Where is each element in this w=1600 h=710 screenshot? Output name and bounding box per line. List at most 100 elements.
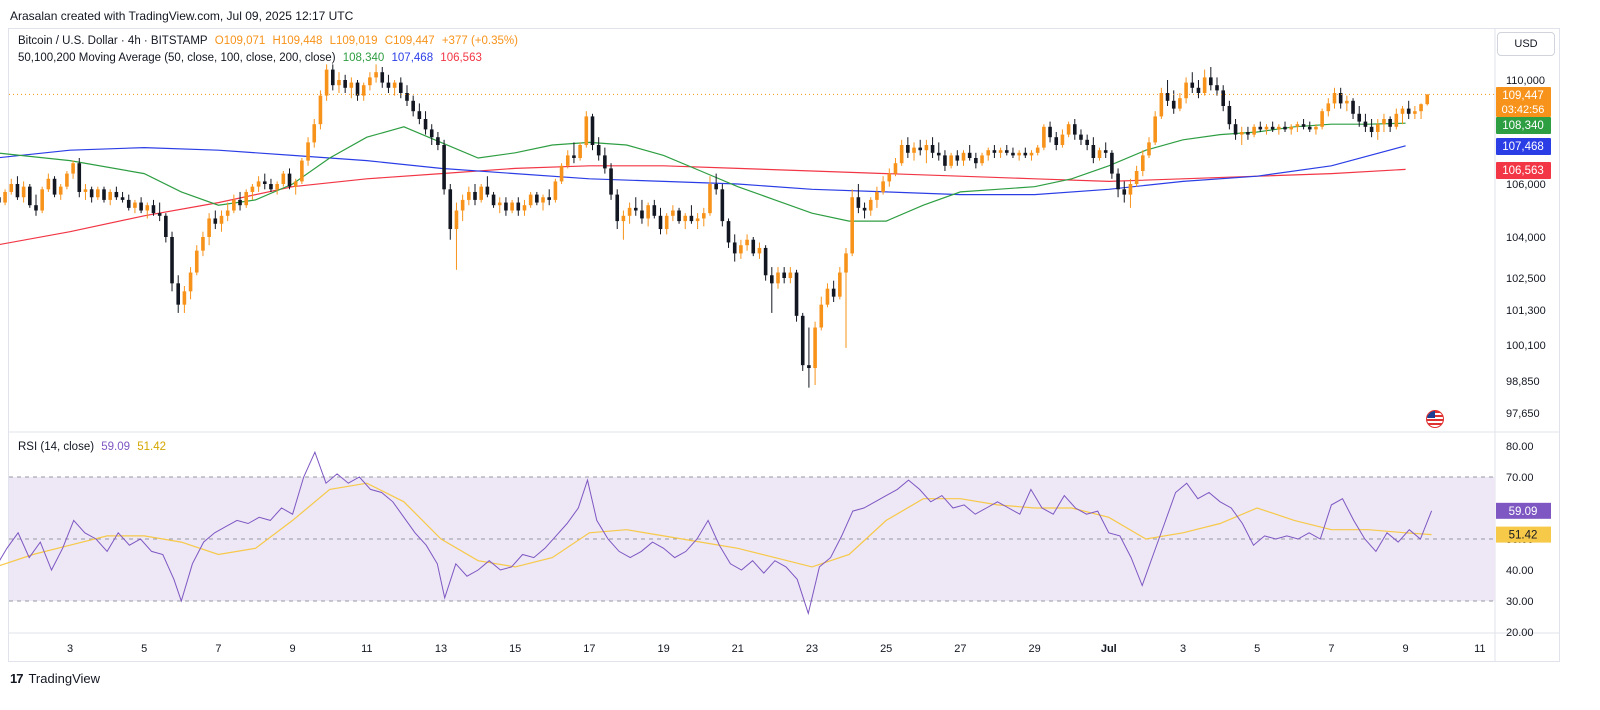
candle-body — [739, 245, 743, 254]
candle-body — [906, 145, 910, 153]
candle-body — [1004, 150, 1009, 153]
currency-button[interactable]: USD — [1497, 32, 1555, 56]
candle-body — [207, 218, 211, 237]
candle-body — [1165, 93, 1170, 101]
candle-body — [269, 184, 273, 190]
rsi-ma-badge-bg — [1496, 526, 1551, 543]
candle-body — [1338, 93, 1343, 104]
time-tick-label: 7 — [1328, 643, 1334, 655]
price-tick-label: 98,850 — [1506, 376, 1540, 388]
candle-body — [875, 191, 879, 200]
candle-body — [1233, 124, 1238, 135]
candle-body — [324, 69, 329, 96]
candle-body — [912, 147, 916, 153]
candle-body — [250, 186, 255, 192]
candle-body — [1406, 108, 1411, 114]
candle-body — [992, 150, 997, 153]
candle-body — [695, 218, 700, 222]
candle-body — [485, 186, 490, 195]
rsi-tick-label: 40.00 — [1506, 565, 1534, 577]
candle-body — [1258, 126, 1263, 130]
candle-body — [405, 93, 409, 101]
candle-body — [473, 191, 477, 200]
candle-body — [1301, 124, 1306, 127]
candle-body — [1227, 106, 1232, 125]
time-tick-label: 29 — [1028, 643, 1040, 655]
candle-body — [114, 191, 119, 198]
candle-body — [201, 237, 205, 251]
symbol-legend: Bitcoin / U.S. Dollar · 4h · BITSTAMP O1… — [18, 35, 522, 47]
candle-body — [658, 215, 663, 230]
ma50-line — [0, 122, 1406, 222]
candle-body — [1400, 108, 1405, 114]
candle-body — [1190, 82, 1195, 88]
price-badges: 109,447 03:42:56 108,340 107,468 106,563 59.0… — [1496, 87, 1551, 543]
candle-body — [293, 181, 298, 187]
candle-body — [40, 189, 44, 211]
tradingview-logo-icon: 17 — [10, 671, 24, 686]
rsi-pane — [0, 450, 1495, 616]
ma200-line — [0, 165, 1406, 246]
candle-body — [980, 155, 984, 164]
candle-body — [287, 173, 292, 187]
candle-body — [794, 272, 799, 316]
candle-body — [355, 82, 360, 96]
candle-body — [52, 178, 57, 195]
candle-body — [300, 160, 304, 182]
candle-body — [559, 165, 564, 182]
ma-legend: 50,100,200 Moving Average (50, close, 10… — [18, 52, 486, 64]
candle-body — [429, 129, 434, 138]
candle-body — [337, 80, 341, 86]
ma50-value: 108,340 — [342, 52, 385, 64]
candle-body — [1097, 150, 1102, 158]
time-tick-label: 13 — [435, 643, 447, 655]
candle-body — [831, 288, 836, 297]
candle-body — [949, 155, 953, 166]
price-tick-label: 101,300 — [1506, 305, 1546, 317]
ma50-badge-bg — [1496, 117, 1551, 134]
candle-body — [535, 194, 539, 203]
candle-body — [232, 199, 236, 211]
rsi-legend: RSI (14, close) 59.09 51.42 — [18, 441, 170, 453]
candle-body — [448, 189, 453, 230]
candle-body — [262, 181, 267, 184]
candle-body — [1196, 87, 1201, 93]
time-tick-label: 19 — [657, 643, 669, 655]
candle-body — [1239, 132, 1244, 135]
time-tick-label: 5 — [1254, 643, 1260, 655]
candle-body — [998, 150, 1003, 153]
candle-body — [664, 215, 669, 230]
candle-body — [1134, 171, 1139, 184]
rsi-ma-badge: 51.42 — [1509, 530, 1538, 542]
candle-body — [788, 272, 793, 278]
candle-body — [924, 145, 929, 151]
candle-body — [745, 239, 749, 246]
candle-body — [1091, 145, 1096, 158]
candle-body — [603, 155, 607, 169]
time-tick-label: 23 — [806, 643, 818, 655]
candle-body — [819, 304, 824, 328]
ma200-badge-bg — [1496, 162, 1551, 179]
candle-body — [454, 210, 459, 230]
candle-body — [800, 315, 805, 366]
candle-body — [652, 205, 657, 216]
candle-body — [1314, 126, 1318, 130]
candle-body — [176, 283, 181, 305]
candle-body — [133, 202, 137, 208]
candle-body — [417, 111, 422, 119]
candle-body — [368, 77, 372, 86]
rsi-badge: 59.09 — [1509, 506, 1538, 518]
candle-body — [553, 181, 558, 200]
candle-body — [640, 210, 644, 219]
candle-body — [1345, 100, 1349, 104]
moving-averages — [0, 122, 1406, 246]
candle-body — [1178, 98, 1182, 109]
ma100-badge-bg — [1496, 138, 1551, 155]
candle-body — [1419, 104, 1423, 112]
candle-body — [139, 202, 143, 211]
candle-body — [528, 194, 533, 206]
candle-body — [868, 199, 873, 211]
candle-body — [565, 155, 570, 166]
candle-body — [275, 184, 279, 190]
